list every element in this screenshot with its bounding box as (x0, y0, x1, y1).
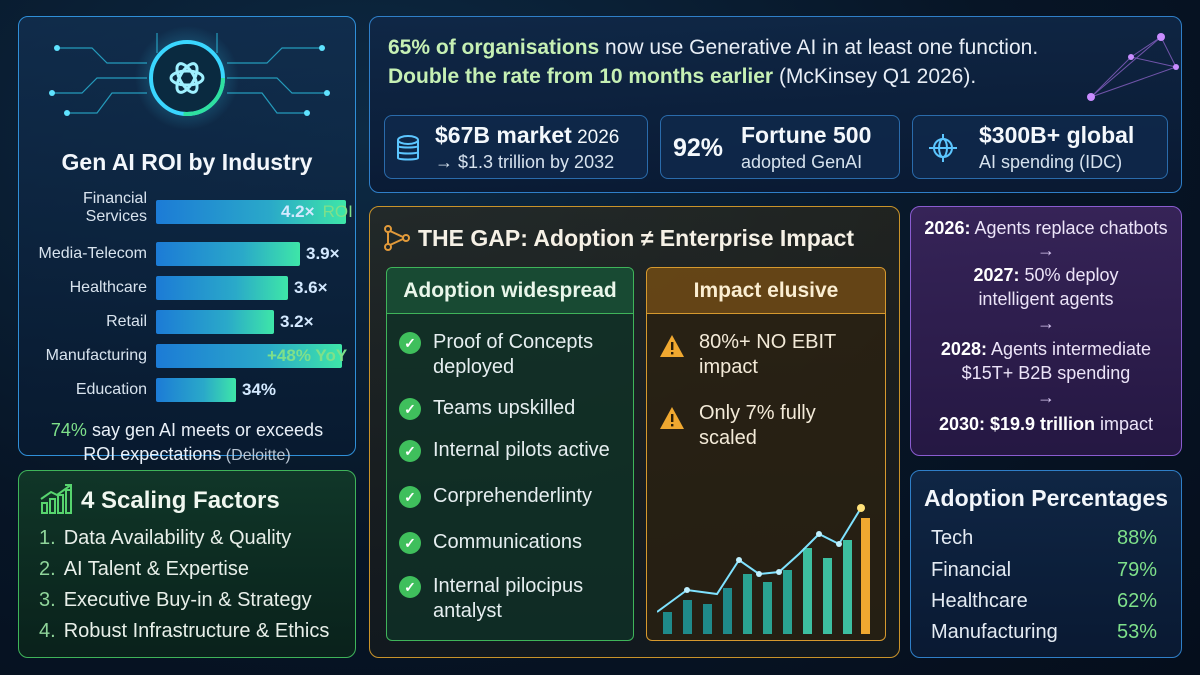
roi-row-value: 3.2× (280, 312, 314, 331)
roi-row: Manufacturing +48% YoY (19, 341, 357, 371)
growth-chart-icon (40, 484, 72, 514)
timeline-2026: 2026: Agents replace chatbots (924, 218, 1168, 238)
scaling-item: 2. AI Talent & Expertise (39, 558, 249, 580)
adoption-item: Proof of Concepts deployed (433, 331, 594, 378)
roi-title: Gen AI ROI by Industry (61, 149, 313, 175)
global-stat-value: $300B+ global (979, 122, 1135, 148)
roi-row: Financial Services 4.2× ROI (19, 190, 357, 227)
adoption-pct-row: Financial 79% (931, 559, 1157, 581)
roi-footer-line2: ROI expectations (83, 444, 222, 464)
impact-item: 80%+ NO EBIT impact (699, 331, 837, 378)
roi-bar (156, 310, 274, 334)
timeline-arrow: → (1037, 313, 1055, 333)
roi-bar (156, 200, 346, 224)
impact-title: Impact elusive (647, 268, 885, 314)
roi-row-value: 3.6× (294, 278, 328, 297)
roi-row: Media-Telecom 3.9× (19, 239, 357, 269)
timeline-panel: 2026: Agents replace chatbots → 2027: 50… (910, 206, 1182, 456)
roi-row-value: +48% YoY (267, 346, 348, 365)
roi-row-value: 3.9× (306, 244, 340, 263)
roi-bar (156, 344, 342, 368)
adoption-column: Adoption widespread ✓ Proof of Concepts d… (386, 267, 634, 641)
impact-column: Impact elusive 80%+ NO EBIT impact Only … (646, 267, 886, 641)
global-stat-sub: AI spending (IDC) (979, 152, 1123, 172)
adoption-item: Internal pilots active (433, 439, 610, 461)
market-stat-sub: → $1.3 trillion by 2032 (435, 152, 615, 172)
roi-row-label: Education (75, 381, 147, 398)
timeline-arrow: → (1037, 240, 1055, 260)
adoption-pct-row: Manufacturing 53% (931, 621, 1157, 643)
scaling-item: 3. Executive Buy-in & Strategy (39, 589, 312, 611)
check-icon: ✓ (399, 398, 421, 420)
roi-row-label: Manufacturing (45, 347, 147, 364)
gap-panel: THE GAP: Adoption ≠ Enterprise Impact Ad… (369, 206, 900, 658)
roi-footer-text: say gen AI meets or exceeds (86, 420, 324, 440)
adoption-item: Internal pilocipus antalyst (433, 575, 584, 622)
market-stat-box: $67B market 2026 → $1.3 trillion by 2032 (384, 115, 648, 179)
roi-row-label: Healthcare (69, 279, 147, 296)
roi-footer-highlight: 74% (50, 420, 87, 440)
roi-bar (156, 378, 236, 402)
roi-row-label: Media-Telecom (38, 245, 147, 262)
adoption-pct-title: Adoption Percentages (923, 485, 1169, 511)
adoption-item: Teams upskilled (433, 397, 576, 419)
timeline-2028: 2028: Agents intermediate $15T+ B2B spend… (940, 339, 1152, 383)
roi-panel: Gen AI ROI by Industry Financial Service… (18, 16, 357, 464)
market-stat-value: $67B market 2026 (435, 122, 620, 148)
roi-row: Education 34% (19, 375, 357, 405)
ai-logo-icon (49, 26, 330, 130)
warning-icon (660, 335, 684, 357)
warning-icon (660, 407, 684, 429)
roi-row: Healthcare 3.6× (19, 273, 357, 303)
coins-icon (397, 135, 419, 161)
roi-row-label: Financial Services (82, 190, 147, 225)
timeline-arrow: → (1037, 387, 1055, 407)
check-icon: ✓ (399, 532, 421, 554)
check-icon: ✓ (399, 332, 421, 354)
adoption-percentages-panel: Adoption Percentages Tech 88% Financial 79… (910, 470, 1182, 658)
adoption-item: Communications (433, 531, 582, 553)
roi-row-label: Retail (106, 313, 147, 330)
adoption-item: Corprehenderlinty (433, 485, 592, 507)
scaling-factors-panel: 4 Scaling Factors 1. Data Availability & … (18, 470, 356, 658)
network-decoration (1087, 33, 1179, 101)
roi-row-value: 4.2× ROI (281, 202, 353, 221)
roi-footer: 74% say gen AI meets or exceeds ROI expe… (19, 418, 355, 468)
nodes-icon (384, 225, 410, 251)
timeline-2030: 2030: $19.9 trillion impact (938, 414, 1154, 434)
scaling-item: 4. Robust Infrastructure & Ethics (39, 620, 330, 642)
global-stat-box: $300B+ global AI spending (IDC) (912, 115, 1168, 179)
roi-bar (156, 276, 288, 300)
scaling-item: 1. Data Availability & Quality (39, 527, 292, 549)
check-icon: ✓ (399, 486, 421, 508)
roi-footer-source: (Deloitte) (221, 447, 291, 464)
roi-row: Retail 3.2× (19, 307, 357, 337)
adoption-pct-row: Healthcare 62% (931, 590, 1157, 612)
roi-bar (156, 242, 300, 266)
adoption-pct-row: Tech 88% (931, 527, 1157, 549)
fortune-stat-sub: adopted GenAI (741, 152, 863, 172)
globe-chip-icon (929, 134, 957, 162)
fortune-pct: 92% (673, 134, 724, 162)
impact-item: Only 7% fully scaled (699, 402, 816, 449)
roi-row-value: 34% (242, 380, 277, 399)
growth-chart-decoration (657, 504, 870, 634)
check-icon: ✓ (399, 576, 421, 598)
scaling-title: 4 Scaling Factors (81, 487, 280, 514)
headline-text: 65% of organisations now use Generative … (388, 36, 1039, 88)
headline-panel: 65% of organisations now use Generative … (369, 16, 1182, 193)
fortune-stat-box: 92% Fortune 500 adopted GenAI (660, 115, 900, 179)
check-icon: ✓ (399, 440, 421, 462)
gap-title: THE GAP: Adoption ≠ Enterprise Impact (418, 225, 855, 251)
fortune-stat-value: Fortune 500 (741, 122, 872, 148)
timeline-2027: 2027: 50% deploy intelligent agents (973, 265, 1119, 309)
adoption-title: Adoption widespread (387, 268, 633, 314)
